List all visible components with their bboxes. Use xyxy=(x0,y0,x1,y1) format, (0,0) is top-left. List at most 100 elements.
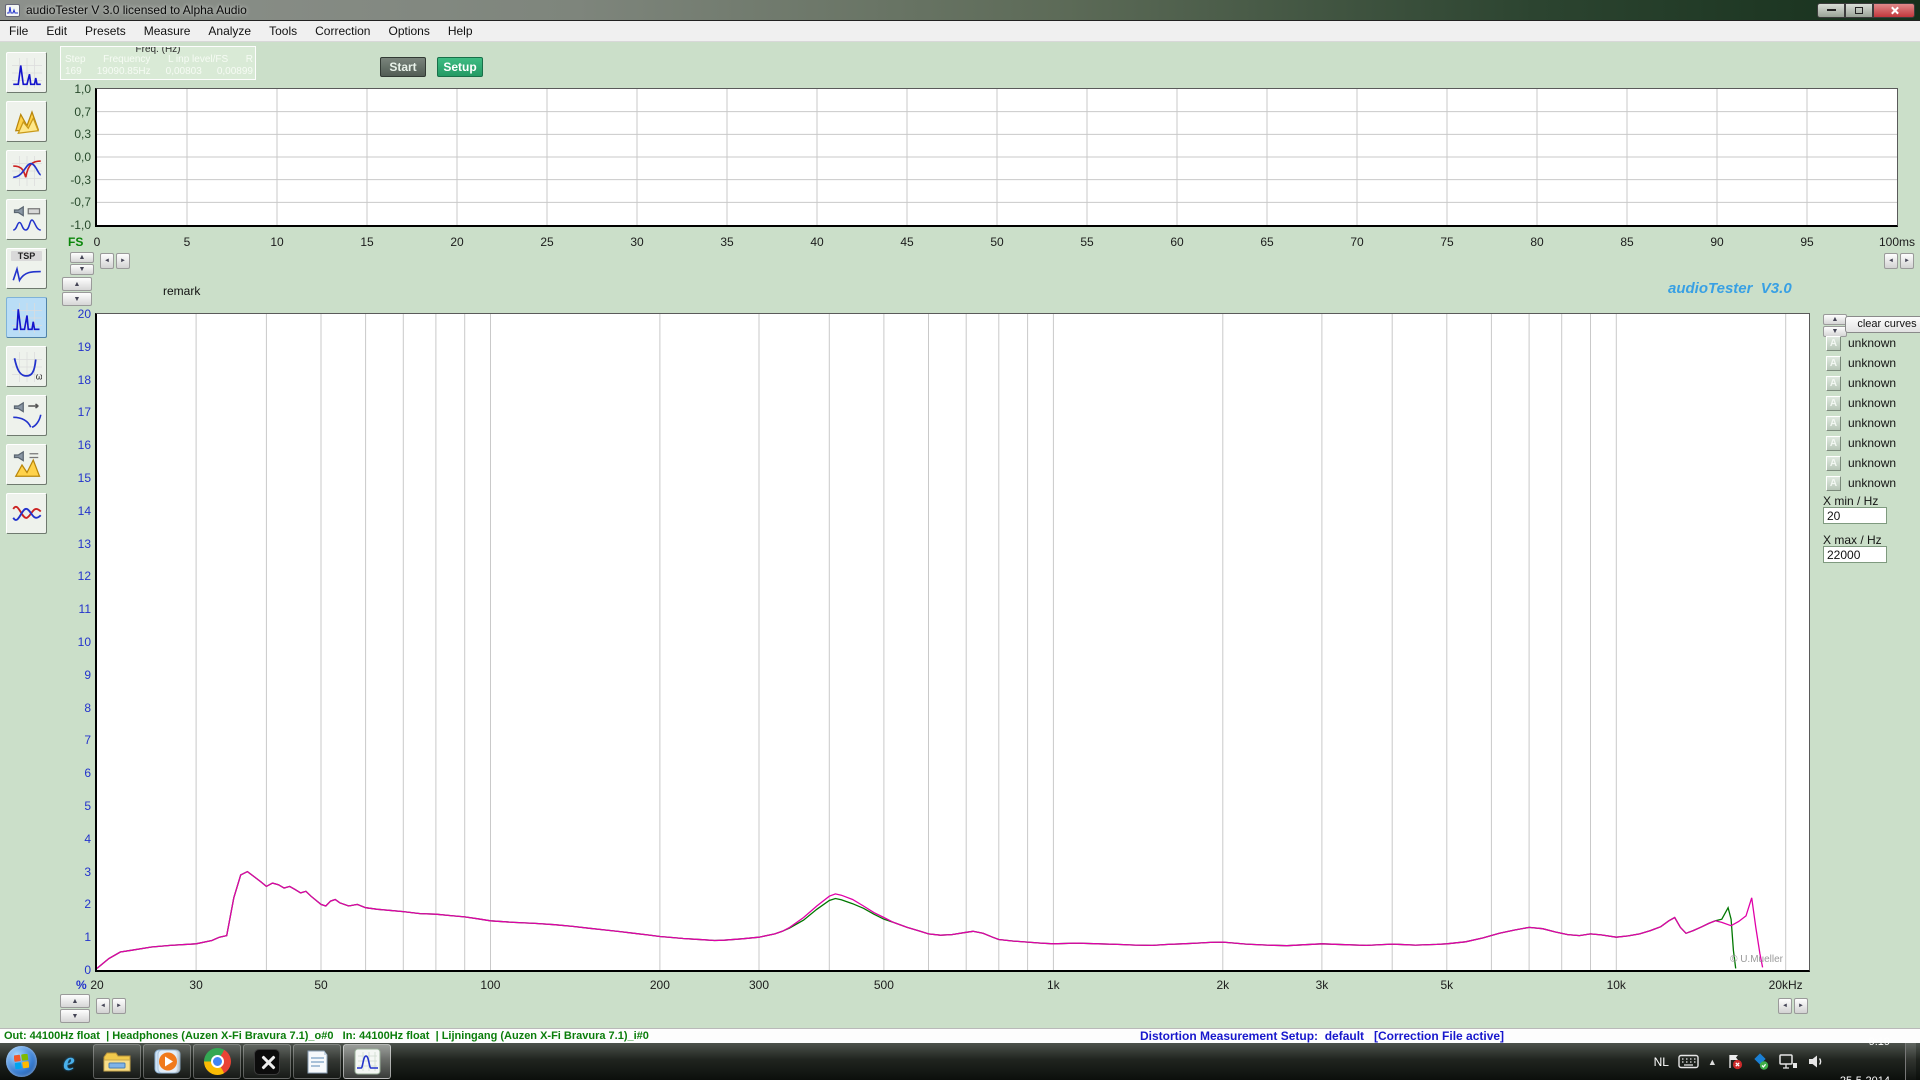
x-max-input[interactable] xyxy=(1823,546,1887,563)
info-header-step: Step xyxy=(65,54,86,65)
menu-item-help[interactable]: Help xyxy=(447,24,473,38)
show-hidden-icons-button[interactable]: ▲ xyxy=(1707,1056,1717,1067)
volume-icon[interactable] xyxy=(1807,1054,1825,1069)
menu-item-file[interactable]: File xyxy=(9,24,29,38)
close-button[interactable] xyxy=(1873,2,1915,18)
main-plot-scroll-right[interactable]: ► xyxy=(112,998,126,1014)
time-plot-x-tick: 90 xyxy=(1710,235,1724,249)
taskbar-xfi-console[interactable] xyxy=(243,1044,291,1079)
start-button[interactable]: Start xyxy=(380,57,426,77)
menu-item-options[interactable]: Options xyxy=(388,24,430,38)
clock-time: 9:19 xyxy=(1868,1035,1890,1048)
curve-slot-button-2[interactable]: A xyxy=(1826,356,1841,371)
menu-item-edit[interactable]: Edit xyxy=(46,24,68,38)
toolbar-impedance-measurement-button[interactable] xyxy=(6,199,47,240)
spin-up-icon[interactable]: ▲ xyxy=(60,994,90,1008)
distortion-plot-x-tick: 100 xyxy=(480,978,501,992)
impedance-curve-icon: ω xyxy=(11,351,42,382)
time-plot-x-tick: 45 xyxy=(900,235,914,249)
time-plot-x-tick: 25 xyxy=(540,235,554,249)
menu-item-measure[interactable]: Measure xyxy=(143,24,191,38)
curve-slot-button-6[interactable]: A xyxy=(1826,436,1841,451)
distortion-plot-x-tick: 200 xyxy=(649,978,670,992)
time-plot-scroll-left[interactable]: ◄ xyxy=(100,253,114,269)
maximize-button[interactable] xyxy=(1845,2,1873,18)
distortion-plot-x-tick: 1k xyxy=(1047,978,1060,992)
toolbar-crosstalk-button[interactable] xyxy=(6,493,47,534)
x-min-input[interactable] xyxy=(1823,507,1887,524)
internet-explorer-icon: e xyxy=(63,1046,75,1076)
taskbar-clock[interactable]: 9:19 25-5-2014 xyxy=(1840,1010,1890,1080)
time-plot-scroll-right-2[interactable]: ► xyxy=(1900,253,1914,269)
remark-spinner[interactable]: ▲ ▼ xyxy=(62,277,92,306)
menu-item-correction[interactable]: Correction xyxy=(315,24,371,38)
curve-slot-button-7[interactable]: A xyxy=(1826,456,1841,471)
main-plot-scroll-right-2[interactable]: ► xyxy=(1794,998,1808,1014)
minimize-button[interactable] xyxy=(1817,2,1845,18)
toolbar-distortion-measurement-button[interactable] xyxy=(6,297,47,338)
network-icon[interactable] xyxy=(1778,1053,1798,1070)
clear-curves-button[interactable]: clear curves xyxy=(1845,316,1920,333)
system-tray: NL ▲ xyxy=(1654,1010,1920,1080)
taskbar-media-player[interactable] xyxy=(143,1044,191,1079)
spin-down-icon[interactable]: ▼ xyxy=(60,1009,90,1023)
time-plot-vertical-spinner[interactable]: ▲ ▼ xyxy=(70,252,94,275)
curve-slot-button-8[interactable]: A xyxy=(1826,476,1841,491)
curve-slot-button-1[interactable]: A xyxy=(1826,336,1841,351)
time-plot-scroll-left-2[interactable]: ◄ xyxy=(1884,253,1898,269)
main-plot-scroll-left[interactable]: ◄ xyxy=(96,998,110,1014)
action-center-flag-icon[interactable] xyxy=(1726,1053,1743,1070)
toolbar-spectrum-analysis-button[interactable] xyxy=(6,52,47,93)
time-plot-x-tick: 80 xyxy=(1530,235,1544,249)
distortion-plot-x-tick: 20kHz xyxy=(1768,978,1803,992)
time-plot-y-tick: -0,3 xyxy=(70,172,91,187)
language-indicator[interactable]: NL xyxy=(1653,1054,1669,1069)
time-plot-x-tick: 55 xyxy=(1080,235,1094,249)
impedance-measurement-icon xyxy=(12,205,41,231)
status-io-text: Out: 44100Hz float | Headphones (Auzen X… xyxy=(4,1030,649,1042)
taskbar-notepad[interactable] xyxy=(293,1044,341,1079)
media-player-icon xyxy=(154,1049,180,1074)
main-plot-scroll-left-2[interactable]: ◄ xyxy=(1778,998,1792,1014)
spin-up-icon[interactable]: ▲ xyxy=(62,277,92,291)
toolbar-speaker-frequency-response-button[interactable] xyxy=(6,395,47,436)
spin-down-icon[interactable]: ▼ xyxy=(62,292,92,306)
dropbox-icon[interactable] xyxy=(1752,1053,1769,1070)
spin-down-icon[interactable]: ▼ xyxy=(70,264,94,275)
taskbar-file-explorer[interactable] xyxy=(93,1044,141,1079)
curve-slot-button-5[interactable]: A xyxy=(1826,416,1841,431)
toolbar-frequency-response-button[interactable] xyxy=(6,150,47,191)
distortion-plot-y-tick: 16 xyxy=(77,438,91,453)
menu-item-analyze[interactable]: Analyze xyxy=(208,24,252,38)
time-plot-y-tick: -0,7 xyxy=(70,195,91,210)
toolbar-oscilloscope-button[interactable] xyxy=(6,101,47,142)
spin-up-icon[interactable]: ▲ xyxy=(70,252,94,263)
start-orb-button[interactable] xyxy=(6,1046,37,1077)
toolbar-tsp-measurement-button[interactable]: TSP xyxy=(6,248,47,289)
frequency-response-icon xyxy=(11,155,42,186)
time-domain-plot xyxy=(95,88,1898,227)
time-plot-x-tick: 0 xyxy=(93,235,101,249)
show-desktop-button[interactable] xyxy=(1905,1043,1916,1080)
taskbar-chrome[interactable] xyxy=(193,1044,241,1079)
main-plot-vertical-spinner[interactable]: ▲ ▼ xyxy=(60,994,90,1023)
time-plot-x-tick: 5 xyxy=(183,235,191,249)
toolbar-speaker-signal-button[interactable] xyxy=(6,444,47,485)
curve-slot-button-4[interactable]: A xyxy=(1826,396,1841,411)
curve-slot-label-4: unknown xyxy=(1848,396,1897,410)
curve-list-spinner[interactable]: ▲ ▼ xyxy=(1823,314,1847,337)
time-plot-x-tick: 35 xyxy=(720,235,734,249)
distortion-plot-x-tick: 3k xyxy=(1315,978,1329,992)
spin-up-icon[interactable]: ▲ xyxy=(1823,314,1847,325)
speaker-frequency-response-icon xyxy=(12,401,42,428)
time-plot-scroll-right[interactable]: ► xyxy=(116,253,130,269)
keyboard-icon[interactable] xyxy=(1678,1054,1699,1069)
distortion-plot-y-tick: 7 xyxy=(84,733,91,748)
setup-button[interactable]: Setup xyxy=(437,57,483,77)
curve-slot-button-3[interactable]: A xyxy=(1826,376,1841,391)
toolbar-impedance-curve-button[interactable]: ω xyxy=(6,346,47,387)
taskbar-internet-explorer[interactable]: e xyxy=(45,1044,93,1079)
menu-item-tools[interactable]: Tools xyxy=(269,24,298,38)
taskbar-audiotester[interactable] xyxy=(343,1044,391,1079)
menu-item-presets[interactable]: Presets xyxy=(85,24,126,38)
